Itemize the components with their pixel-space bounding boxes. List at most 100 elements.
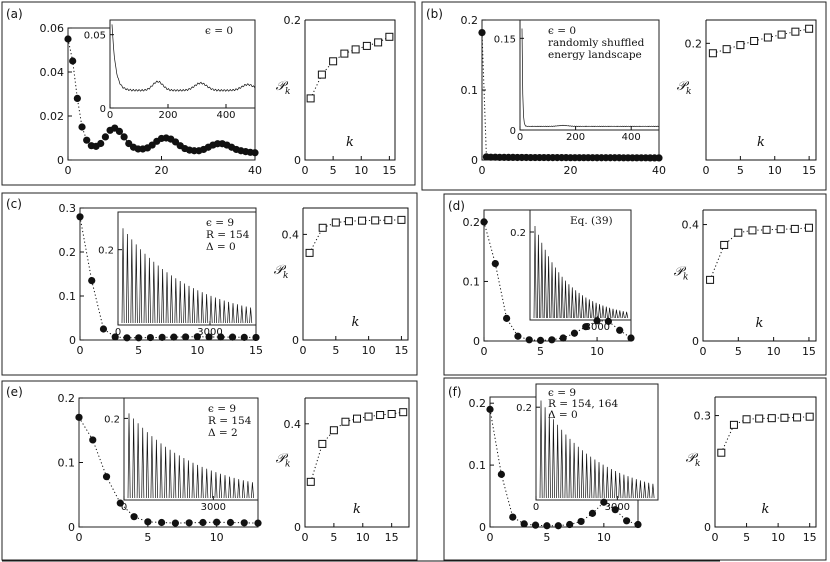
panel-e-inset-annotation: Δ = 2: [208, 427, 238, 439]
panel-f-side-point: [805, 412, 814, 421]
panel-d-main-point: [593, 317, 601, 325]
panel-c-side-xtick-label: 15: [394, 344, 408, 357]
panel-f-inset-spikes: [539, 400, 655, 499]
panel-c-main-point: [252, 333, 260, 342]
panel-a-side-point: [317, 70, 326, 79]
panel-c-side-point: [384, 216, 393, 225]
panel-c-main-point: [111, 333, 119, 341]
panel-c-main-xtick-label: 15: [249, 344, 263, 357]
panel-f-inset-annotation: R = 154, 164: [548, 398, 618, 410]
panel-b-inset-annotation: randomly shuffled: [548, 37, 645, 49]
panel-f-main-point: [588, 509, 597, 517]
panel-c-inset-spikes: [121, 228, 253, 324]
panel-b-side-point: [777, 30, 786, 39]
panel-a-border: [1, 1, 416, 186]
panel-e-side-ylabel: 𝒫k: [276, 452, 291, 470]
panel-c-side-xtick-label: 0: [300, 344, 307, 357]
panel-c-side-point: [344, 217, 353, 226]
panel-b-main-xtick-label: 20: [564, 164, 578, 177]
panel-c: (c) 0 5 10 15 0 0.1 0.2 0.3 0 3000 0.2 ϵ = 9R = 154Δ…: [1, 192, 418, 376]
panel-c-main-point: [217, 333, 225, 341]
panel-c-main-point: [240, 333, 248, 341]
panel-b-inset-annotation: energy landscape: [548, 49, 642, 61]
panel-f-main-point: [634, 520, 642, 529]
panel-b-side-ytick-label: 0.2: [685, 37, 703, 50]
panel-a-main-point: [251, 149, 259, 157]
panel-b-inset-background: [519, 19, 660, 131]
panel-b-side-xtick-label: 5: [737, 164, 744, 177]
panel-b-inset-xtick-label: 200: [566, 132, 585, 143]
panel-c-main-point: [146, 333, 154, 342]
panel-f-inset-xtick-label: 0: [533, 502, 539, 513]
panel-f-side-xtick-label: 10: [771, 531, 785, 544]
panel-d-main-xtick-label: 0: [481, 345, 488, 358]
panel-d-main-point: [503, 314, 511, 322]
panel-f-side-xtick-label: 15: [803, 531, 817, 544]
panel-e-side-point: [387, 409, 396, 418]
panel-a-main-point: [78, 123, 86, 131]
panel-f-side-ylabel: 𝒫k: [686, 451, 701, 469]
panel-d-side-ylabel: 𝒫k: [674, 265, 689, 283]
panel-f-main-xtick-label: 0: [487, 531, 494, 544]
panel-d-main-xtick-label: 5: [537, 345, 544, 358]
panel-b-main-point: [655, 154, 663, 162]
panel-e-main-point: [185, 519, 193, 527]
panel-b-main-xtick-label: 40: [652, 164, 666, 177]
panel-e-main-point: [240, 519, 248, 527]
panel-a-side-ytick-label: 0.2: [284, 14, 302, 27]
panel-e-main-point: [102, 473, 111, 481]
panel-c-main-point: [88, 277, 96, 285]
panel-d-inset-background: [529, 209, 632, 321]
panel-b-side-point: [791, 27, 800, 36]
panel-d-side-ytick-label: 0: [692, 335, 699, 348]
panel-e-main-point: [158, 518, 166, 527]
panel-e-inset-xtick-label: 3000: [201, 502, 226, 513]
panel-b-side-point: [805, 24, 814, 33]
panel-b-side-point: [708, 49, 717, 58]
panel-d-main-point: [514, 332, 522, 340]
panel-e-side-ytick-label: 0.4: [284, 418, 302, 431]
panel-a-inset-xtick-label: 0: [107, 110, 113, 121]
panel-f-inset-annotation: Δ = 0: [548, 409, 578, 421]
panel-a-main-point: [115, 127, 124, 135]
panel-f-main-xtick-label: 5: [543, 531, 550, 544]
panel-f-side-xtick-label: 0: [712, 531, 719, 544]
panel-d-main-point: [616, 326, 624, 334]
panel-b-inset-xtick-label: 400: [622, 132, 641, 143]
panel-a-main-point: [73, 94, 81, 102]
panel-e-side-point: [306, 477, 315, 486]
panel-a-side-point: [374, 38, 383, 47]
panel-d-inset-ytick-label: 0.2: [510, 228, 526, 239]
panel-e-side-point: [318, 439, 327, 448]
panel-d-side-xlabel: k: [756, 316, 764, 331]
panel-e-main-point: [213, 518, 221, 526]
panel-e-main-point: [254, 519, 262, 527]
panel-f-side-point: [793, 413, 802, 422]
panel-d-main-ytick-label: 0.1: [463, 275, 481, 288]
panel-c-main-point: [123, 334, 131, 342]
panel-d-main-point: [548, 336, 556, 344]
panel-d-main-point: [536, 336, 545, 345]
panel-b-side-point: [763, 33, 772, 42]
panel-d: (d) 0 5 10 0 0.1 0.2 3000 0.2 Eq. (39) 0 5 10 15 0 0.4 𝒫…: [443, 193, 827, 376]
panel-e-main-point: [89, 436, 97, 444]
panel-c-inset-annotation: ϵ = 9: [206, 217, 234, 229]
panel-a-main-point: [120, 133, 128, 141]
panel-f-inset-ytick-label: 0.2: [516, 403, 532, 414]
panel-d-side-point: [776, 225, 785, 234]
panel-e-inset-annotation: ϵ = 9: [208, 403, 236, 415]
panel-b-label: (b): [426, 7, 443, 21]
panel-c-main-point: [193, 333, 201, 341]
panel-a-inset-ytick-label: 0: [100, 104, 106, 115]
panel-f-inset-axes-frame: [535, 383, 659, 501]
panel-c-inset-annotation: Δ = 0: [206, 241, 236, 253]
panel-a-side-xtick-label: 10: [354, 164, 368, 177]
panel-c-main-xtick-label: 5: [135, 344, 142, 357]
panel-e-main-xtick-label: 0: [76, 531, 83, 544]
panel-c-side-point: [305, 248, 314, 257]
panel-b-inset-ytick-label: 0: [510, 126, 516, 137]
panel-e-inset-xtick-label: 0: [121, 502, 127, 513]
panel-e-main-xtick-label: 10: [210, 531, 224, 544]
panel-a-side-point: [362, 41, 371, 50]
panel-c-main-point: [170, 333, 178, 341]
